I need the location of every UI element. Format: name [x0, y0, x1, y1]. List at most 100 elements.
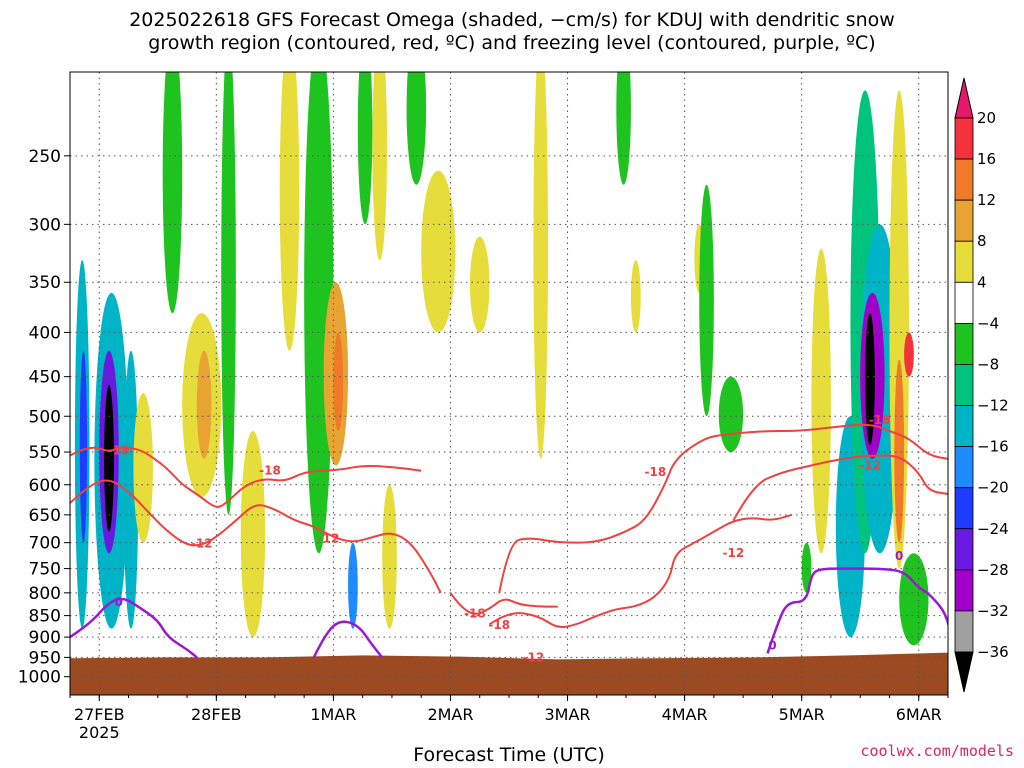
freezing-contour-1	[312, 620, 384, 659]
y-axis: 2503003504004505005506006507007508008509…	[18, 147, 70, 688]
omega-region-35	[865, 313, 875, 446]
omega-region-21	[421, 170, 456, 333]
colorbar-label-0: 20	[977, 109, 996, 127]
omega-region-38	[904, 332, 914, 377]
colorbar-label-4: 4	[977, 273, 987, 291]
dgz-contour-4	[498, 423, 948, 594]
x-tick-label-6: 5MAR	[779, 705, 825, 724]
contour-label-2: -12	[191, 537, 213, 551]
dgz-contour-2	[449, 592, 558, 615]
colorbar-label-12: −32	[977, 602, 1009, 620]
colorbar-label-8: −16	[977, 438, 1009, 456]
omega-region-37	[894, 359, 905, 543]
contour-label-9: -18	[869, 413, 891, 427]
omega-region-6	[133, 393, 153, 543]
omega-shading	[74, 72, 929, 646]
y-tick-label-11: 800	[29, 584, 61, 604]
colorbar-label-11: −28	[977, 561, 1009, 579]
colorbar-label-9: −20	[977, 479, 1009, 497]
freezing-contour-2	[766, 567, 948, 654]
x-tick-label-2: 1MAR	[310, 705, 356, 724]
contour-label-10: -12	[859, 458, 881, 472]
colorbar-bottom-arrow	[954, 651, 974, 693]
omega-region-7	[162, 72, 183, 314]
omega-region-17	[357, 72, 373, 225]
chart-title-line1: 2025022618 GFS Forecast Omega (shaded, −…	[129, 9, 895, 31]
omega-region-23	[533, 72, 549, 459]
colorbar-bin-3	[954, 199, 974, 242]
contour-label-4: -18	[464, 606, 486, 620]
omega-region-39	[899, 553, 929, 646]
y-tick-label-5: 500	[29, 407, 61, 427]
y-tick-label-4: 450	[29, 368, 61, 388]
omega-region-9	[196, 350, 212, 459]
colorbar-bin-12	[954, 569, 974, 612]
colorbar-label-2: 12	[977, 191, 996, 209]
contour-label-7: -18	[644, 465, 666, 479]
y-tick-label-15: 1000	[18, 668, 61, 688]
omega-region-22	[469, 236, 490, 333]
contour-layer	[70, 423, 948, 659]
omega-region-12	[279, 72, 300, 351]
colorbar-label-7: −12	[977, 397, 1009, 415]
dgz-contour-0	[70, 446, 422, 508]
contour-label-11: 0	[115, 595, 123, 609]
colorbar-top-arrow	[954, 77, 974, 119]
omega-region-5	[123, 350, 139, 629]
omega-region-30	[811, 248, 831, 554]
contour-label-6: -12	[523, 650, 545, 664]
dgz-contour-1	[70, 479, 442, 594]
y-tick-label-2: 350	[29, 273, 61, 293]
colorbar-label-5: −4	[977, 314, 999, 332]
x-axis-label: Forecast Time (UTC)	[413, 744, 605, 766]
y-tick-label-13: 900	[29, 628, 61, 648]
colorbar-bin-13	[954, 610, 974, 653]
omega-region-20	[406, 72, 427, 185]
omega-region-24	[616, 72, 631, 185]
y-tick-label-3: 400	[29, 323, 61, 343]
y-tick-label-1: 300	[29, 215, 61, 235]
credit-link[interactable]: coolwx.com/models	[860, 742, 1014, 760]
omega-region-16	[348, 542, 358, 629]
colorbar-label-10: −24	[977, 520, 1009, 538]
colorbar-label-13: −36	[977, 643, 1009, 661]
omega-region-36	[889, 90, 909, 569]
y-tick-label-6: 550	[29, 443, 61, 463]
grid-lines	[70, 72, 948, 695]
omega-region-19	[382, 484, 397, 629]
y-tick-label-0: 250	[29, 147, 61, 167]
y-tick-label-9: 700	[29, 534, 61, 554]
x-tick-sublabel-0: 2025	[79, 723, 120, 742]
colorbar-label-1: 16	[977, 150, 996, 168]
contour-label-8: -12	[723, 546, 745, 560]
ground-layer	[70, 652, 948, 695]
colorbar-bin-2	[954, 158, 974, 201]
y-tick-label-12: 850	[29, 607, 61, 627]
colorbar-bin-1	[954, 117, 974, 160]
omega-region-28	[718, 376, 744, 453]
x-tick-label-0: 27FEB	[74, 705, 125, 724]
omega-region-27	[699, 184, 714, 417]
x-tick-label-5: 4MAR	[662, 705, 708, 724]
colorbar-label-3: 8	[977, 232, 987, 250]
y-tick-label-10: 750	[29, 560, 61, 580]
omega-region-1	[79, 350, 88, 543]
freezing-contour-0	[70, 597, 198, 659]
omega-region-29	[801, 542, 812, 593]
x-tick-label-3: 2MAR	[427, 705, 473, 724]
contour-label-12: 0	[768, 638, 776, 652]
colorbar-bin-11	[954, 528, 974, 571]
x-tick-label-7: 6MAR	[896, 705, 942, 724]
colorbar-bin-6	[954, 322, 974, 365]
colorbar-bin-7	[954, 364, 974, 406]
contour-label-3: -12	[318, 531, 340, 545]
omega-region-15	[333, 332, 344, 431]
colorbar-bin-8	[954, 405, 974, 448]
ground-area	[70, 652, 948, 695]
dgz-contour-3	[488, 513, 793, 629]
omega-region-11	[240, 430, 266, 638]
y-tick-label-14: 950	[29, 648, 61, 668]
